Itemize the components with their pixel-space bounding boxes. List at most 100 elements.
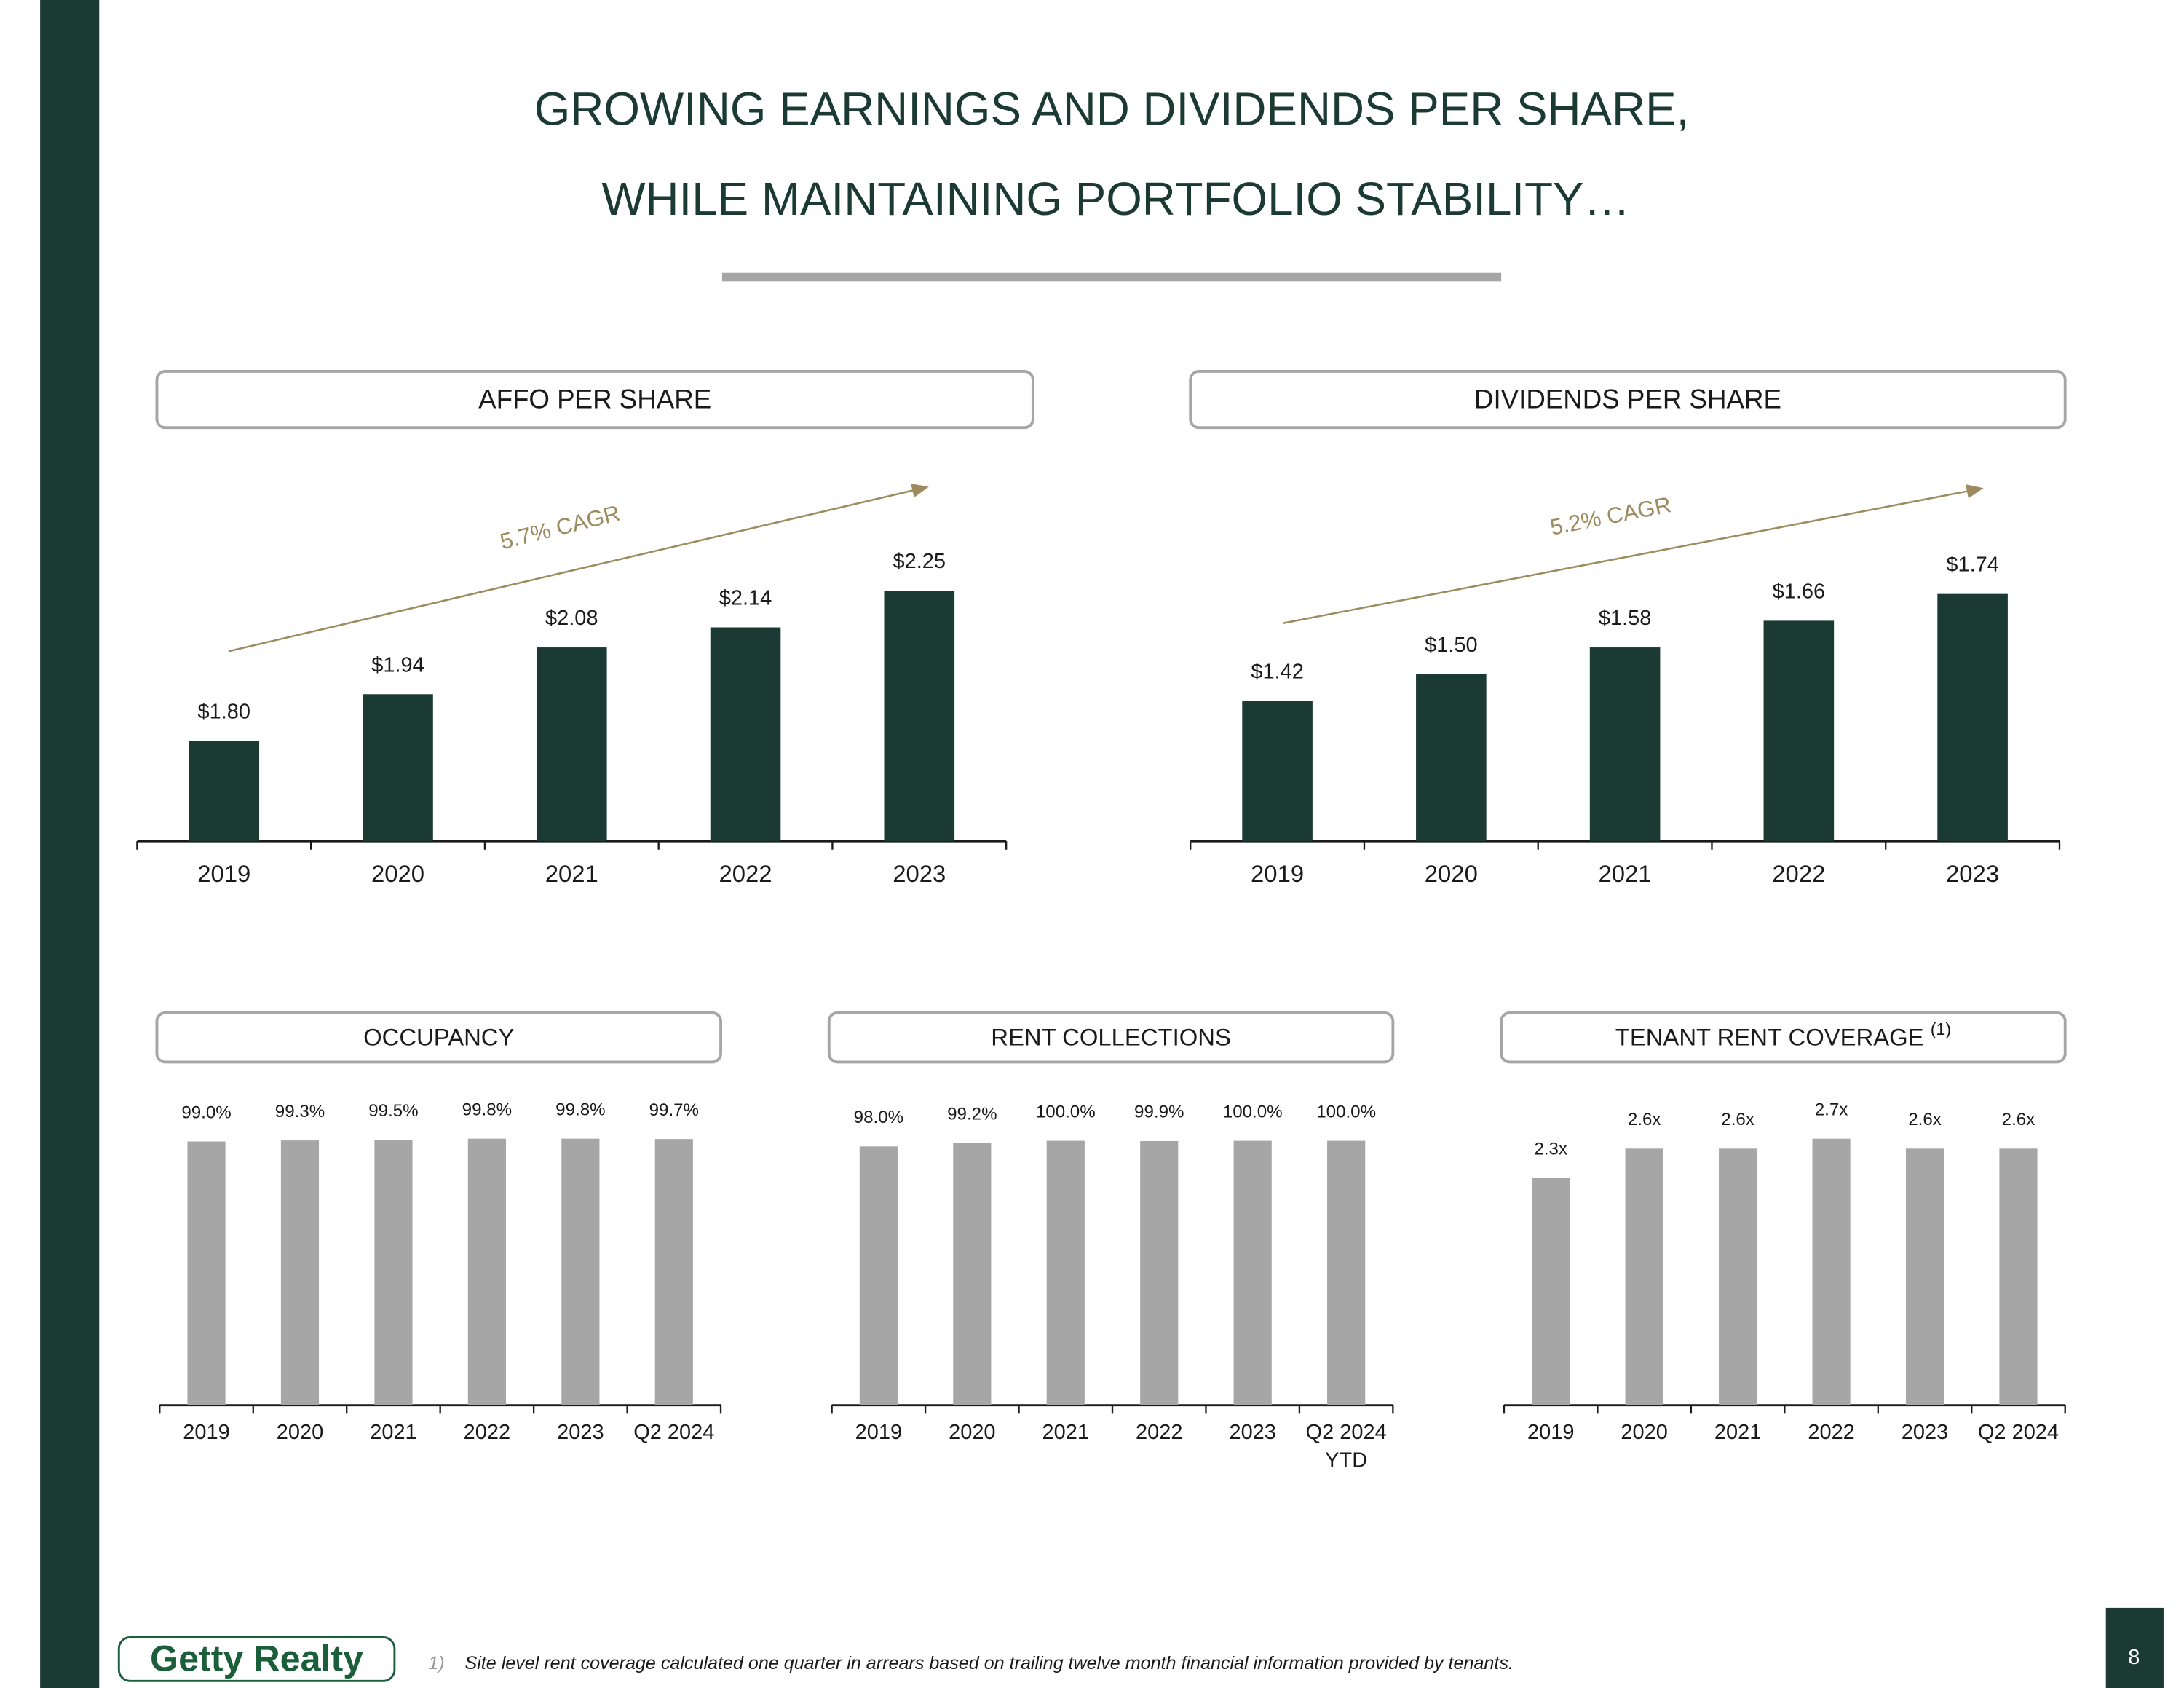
x-tick-label: 2020 bbox=[1621, 1420, 1668, 1445]
x-tick-label-box: 2019 bbox=[1251, 861, 1305, 888]
value-label: 2.6x bbox=[1628, 1110, 1661, 1129]
x-tick-label: 2019 bbox=[183, 1420, 230, 1445]
bar bbox=[1327, 1140, 1366, 1405]
cagr-arrow bbox=[228, 489, 916, 652]
bar bbox=[859, 1146, 898, 1405]
title: GROWING EARNINGS AND DIVIDENDS PER SHARE… bbox=[534, 82, 1690, 135]
bar bbox=[710, 627, 781, 842]
value-label: $2.25 bbox=[893, 550, 946, 573]
x-tick-label-box: 2021 bbox=[1714, 1421, 1761, 1445]
x-tick-label-box: 2020 bbox=[276, 1420, 324, 1445]
x-tick-label: 2020 bbox=[949, 1420, 996, 1445]
bar bbox=[1532, 1178, 1570, 1405]
x-tick-label: 2022 bbox=[1772, 861, 1826, 888]
bar bbox=[187, 1141, 226, 1405]
x-tick-label-box: 2019 bbox=[1527, 1421, 1574, 1445]
value-label: 100.0% bbox=[1036, 1102, 1096, 1121]
value-label: 99.8% bbox=[555, 1100, 605, 1119]
bar bbox=[1046, 1140, 1085, 1405]
panel-title-text: OCCUPANCY bbox=[363, 1023, 514, 1050]
value-label: $2.14 bbox=[719, 587, 772, 610]
x-tick-label: 2021 bbox=[1598, 861, 1652, 888]
bar bbox=[1812, 1138, 1851, 1405]
bar bbox=[1242, 701, 1313, 842]
x-tick-label-box: 2023 bbox=[1229, 1421, 1275, 1445]
x-tick-label: 2022 bbox=[719, 861, 772, 888]
x-tick-label-box: 2022 bbox=[1136, 1420, 1183, 1445]
x-tick-label-box: 2023 bbox=[557, 1421, 604, 1445]
value-label: 100.0% bbox=[1223, 1102, 1283, 1121]
panel-header bbox=[827, 1011, 1395, 1064]
bar bbox=[654, 1139, 693, 1405]
x-tick-label-box: 2021 bbox=[1042, 1420, 1090, 1445]
bar bbox=[1140, 1140, 1179, 1405]
value-label: 99.2% bbox=[947, 1104, 997, 1124]
value-label: 99.8% bbox=[462, 1100, 512, 1119]
page-number: 8 bbox=[2128, 1646, 2140, 1669]
bar bbox=[280, 1140, 320, 1405]
bar bbox=[1905, 1148, 1944, 1405]
x-tick-label: 2023 bbox=[1946, 861, 2000, 888]
logo: Getty Realty bbox=[150, 1638, 363, 1679]
x-tick-label: 2022 bbox=[1808, 1420, 1855, 1445]
x-tick-label: 2022 bbox=[1136, 1420, 1183, 1445]
x-tick-label-box: Q2 2024 bbox=[1977, 1420, 2060, 1445]
value-label: 2.7x bbox=[1815, 1100, 1848, 1119]
side-band bbox=[40, 0, 100, 1688]
bar bbox=[884, 591, 955, 842]
bar bbox=[1937, 593, 2008, 842]
x-tick-label: 2021 bbox=[1042, 1420, 1090, 1445]
value-label: 99.5% bbox=[368, 1101, 418, 1121]
x-tick-label-box: 2021 bbox=[1598, 861, 1652, 888]
value-label: $1.42 bbox=[1251, 660, 1304, 683]
cagr-annotation: 5.2% CAGR bbox=[1548, 492, 1673, 540]
panel-header bbox=[1500, 1011, 2067, 1064]
x-tick-label: 2019 bbox=[855, 1420, 903, 1445]
x-tick-label-box: Q2 2024 bbox=[633, 1421, 714, 1445]
title-rule bbox=[721, 272, 1502, 282]
x-tick-label: 2020 bbox=[1424, 861, 1478, 888]
x-tick-label-box: 2022 bbox=[719, 861, 772, 888]
bar bbox=[374, 1140, 413, 1405]
value-label: $1.66 bbox=[1773, 580, 1826, 603]
cagr-arrow bbox=[1283, 489, 1970, 624]
x-tick-label-box: 2023 bbox=[1946, 861, 2000, 888]
value-label: 98.0% bbox=[854, 1108, 903, 1127]
page-number-box bbox=[2105, 1607, 2164, 1688]
x-tick-label-box: 2022 bbox=[1772, 861, 1826, 888]
value-label: 2.3x bbox=[1534, 1140, 1567, 1159]
value-label: 100.0% bbox=[1316, 1102, 1376, 1121]
footnote-marker: 1) bbox=[428, 1653, 444, 1673]
title: WHILE MAINTAINING PORTFOLIO STABILITY… bbox=[601, 173, 1630, 225]
x-tick-label: Q2 2024 bbox=[1977, 1420, 2060, 1445]
footnote: Site level rent coverage calculated one … bbox=[464, 1653, 1513, 1673]
x-tick-label-box: 2021 bbox=[545, 861, 598, 888]
x-tick-label-box: 2022 bbox=[1808, 1420, 1855, 1445]
bar bbox=[1625, 1148, 1663, 1405]
x-tick-label-box: 2022 bbox=[464, 1421, 510, 1445]
panel-title-text: AFFO PER SHARE bbox=[478, 384, 711, 414]
value-label: $1.94 bbox=[371, 653, 424, 677]
bar bbox=[953, 1143, 992, 1405]
value-label: 99.7% bbox=[649, 1100, 699, 1120]
panel-title: TENANT RENT COVERAGE (1) bbox=[1615, 1019, 1951, 1050]
value-label: 99.3% bbox=[275, 1102, 325, 1121]
value-label: $2.08 bbox=[545, 607, 598, 630]
panel-title-text: RENT COLLECTIONS bbox=[991, 1023, 1231, 1050]
x-tick-label: 2021 bbox=[370, 1420, 417, 1445]
x-tick-label-box: 2019 bbox=[197, 861, 251, 888]
bar bbox=[561, 1138, 600, 1405]
panel-header bbox=[1189, 370, 2067, 430]
panel-title-text: TENANT RENT COVERAGE bbox=[1615, 1023, 1924, 1050]
x-tick-label: 2019 bbox=[1251, 861, 1305, 888]
x-tick-label: 2021 bbox=[545, 861, 598, 888]
panel-title: AFFO PER SHARE bbox=[478, 384, 711, 414]
x-tick-label: 2020 bbox=[276, 1420, 324, 1445]
cagr-arrow-head bbox=[911, 484, 929, 498]
bar bbox=[536, 647, 607, 842]
x-tick-label: 2019 bbox=[197, 861, 251, 888]
value-label: $1.58 bbox=[1599, 607, 1652, 630]
x-tick-label-box: 2023 bbox=[1902, 1421, 1948, 1445]
